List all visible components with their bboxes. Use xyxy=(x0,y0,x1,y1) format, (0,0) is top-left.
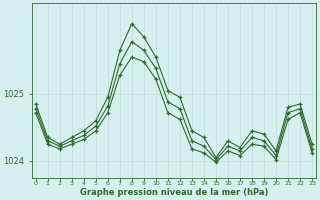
X-axis label: Graphe pression niveau de la mer (hPa): Graphe pression niveau de la mer (hPa) xyxy=(80,188,268,197)
